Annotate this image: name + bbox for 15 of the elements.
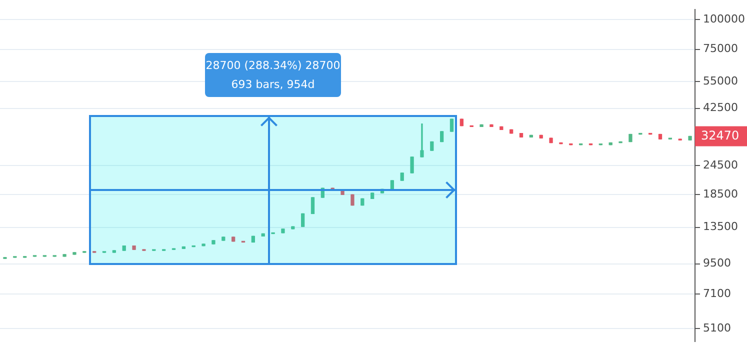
y-tick-label: 5100 <box>703 321 731 334</box>
text: 32470 <box>701 128 740 142</box>
y-tick-label: 75000 <box>703 42 738 56</box>
measure-label: 28700 (288.34%) 28700 693 bars, 954d <box>205 53 341 97</box>
y-tick-label: 18500 <box>703 188 738 201</box>
y-tick-label: 7100 <box>703 286 731 300</box>
y-tick-label: 42500 <box>703 101 738 114</box>
candlestick <box>420 124 424 158</box>
y-tick-label: 13500 <box>703 220 738 234</box>
annotation: 28700 (288.34%) 28700 <box>205 58 341 74</box>
y-tick-label: 9500 <box>703 256 731 270</box>
y-tick-label: 100000 <box>703 12 745 26</box>
y-tick-label: 55000 <box>703 74 738 88</box>
annotation: 693 bars, 954d <box>230 77 316 93</box>
y-tick-label: 24500 <box>703 158 738 172</box>
